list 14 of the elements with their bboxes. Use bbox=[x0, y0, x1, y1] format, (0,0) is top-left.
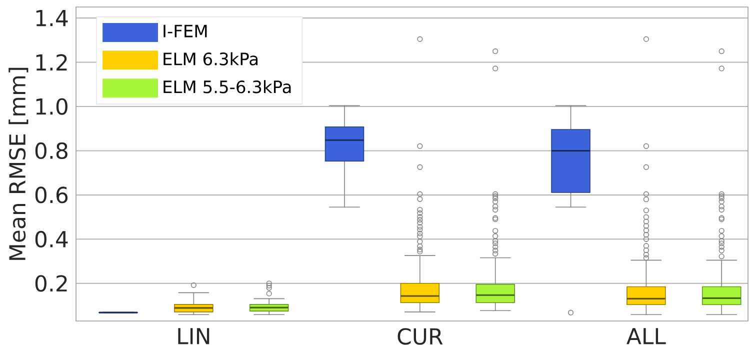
y-tick-label: 1.0 bbox=[36, 98, 68, 115]
x-tick-label: LIN bbox=[178, 328, 210, 344]
y-tick-label: 0.4 bbox=[35, 230, 68, 248]
x-tick-label: CUR bbox=[398, 328, 443, 345]
x-tick-label: ALL bbox=[626, 328, 666, 344]
y-tick-label: 0.6 bbox=[35, 186, 68, 204]
y-tick-label: 1.4 bbox=[36, 10, 68, 26]
legend-label: ELM 5.5-6.3kPa bbox=[164, 80, 291, 94]
y-tick-label: 0.8 bbox=[35, 142, 68, 160]
legend-label: ELM 6.3kPa bbox=[164, 52, 258, 66]
y-tick-label: 1.2 bbox=[36, 54, 67, 70]
y-tick-label: 0.2 bbox=[35, 275, 67, 292]
y-axis-title: Mean RMSE [mm] bbox=[8, 68, 28, 260]
legend-label: I-FEM bbox=[164, 24, 207, 38]
